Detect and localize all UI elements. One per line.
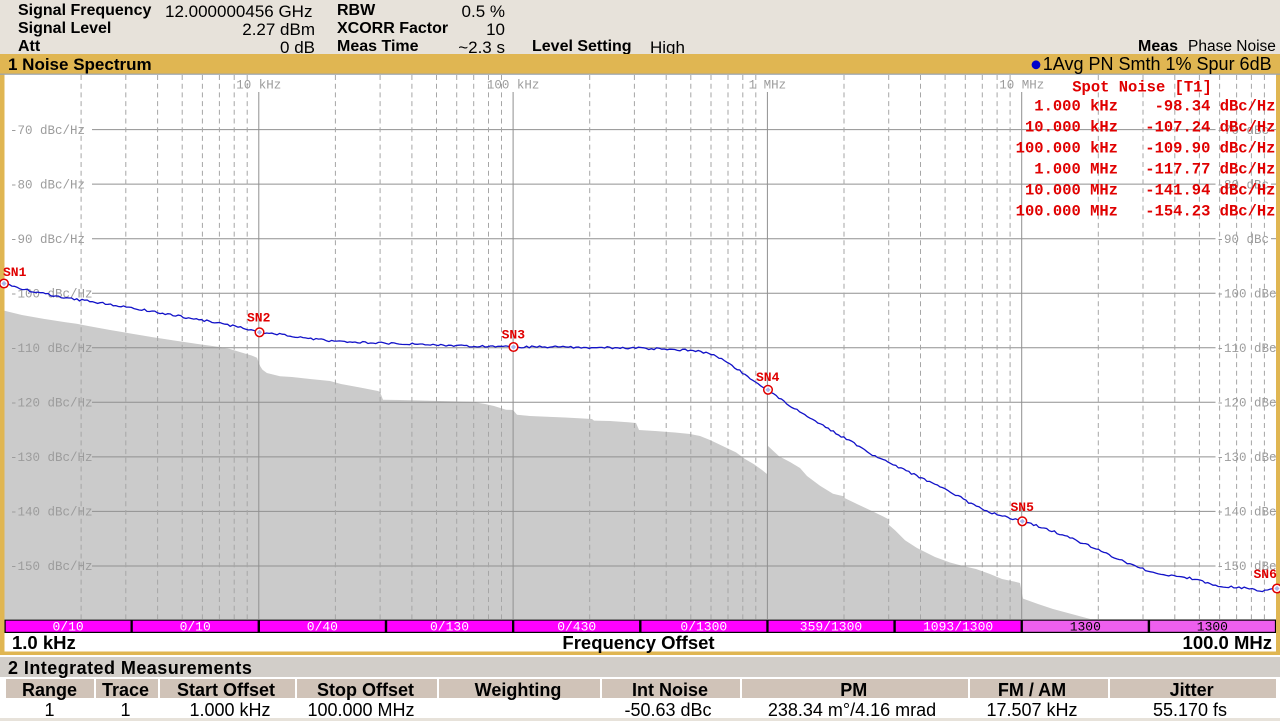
svg-text:-70 dBc/Hz: -70 dBc/Hz xyxy=(10,124,85,138)
svg-text:-80 dBc: -80 dBc xyxy=(1217,178,1270,192)
svg-text:-140 dBc: -140 dBc xyxy=(1217,506,1277,520)
svg-text:-117.77 dBc/Hz: -117.77 dBc/Hz xyxy=(1145,161,1275,179)
svg-text:0/1300: 0/1300 xyxy=(680,620,727,635)
svg-text:1 MHz: 1 MHz xyxy=(749,79,787,93)
svg-text:-70 dBc: -70 dBc xyxy=(1217,124,1270,138)
svg-text:-110 dBc/Hz: -110 dBc/Hz xyxy=(10,342,93,356)
svg-text:10.000 MHz: 10.000 MHz xyxy=(1025,182,1118,200)
svg-text:1300: 1300 xyxy=(1197,620,1228,635)
svg-text:-109.90 dBc/Hz: -109.90 dBc/Hz xyxy=(1145,140,1275,158)
svg-text:10 MHz: 10 MHz xyxy=(999,79,1044,93)
svg-text:-150 dBc/Hz: -150 dBc/Hz xyxy=(10,560,93,574)
svg-text:0/10: 0/10 xyxy=(52,620,83,635)
svg-text:SN2: SN2 xyxy=(247,311,271,326)
svg-text:-130 dBc/Hz: -130 dBc/Hz xyxy=(10,451,93,465)
svg-text:0/40: 0/40 xyxy=(307,620,338,635)
svg-text:-141.94 dBc/Hz: -141.94 dBc/Hz xyxy=(1145,182,1275,200)
svg-text:-130 dBc: -130 dBc xyxy=(1217,451,1277,465)
svg-text:-110 dBc: -110 dBc xyxy=(1217,342,1277,356)
svg-text:100 kHz: 100 kHz xyxy=(487,79,540,93)
svg-text:10 kHz: 10 kHz xyxy=(236,79,281,93)
svg-text:-154.23 dBc/Hz: -154.23 dBc/Hz xyxy=(1145,203,1275,221)
svg-text:-120 dBc/Hz: -120 dBc/Hz xyxy=(10,397,93,411)
svg-text:10.000 kHz: 10.000 kHz xyxy=(1025,119,1118,137)
svg-text:359/1300: 359/1300 xyxy=(800,620,862,635)
svg-text:SN3: SN3 xyxy=(502,328,526,343)
svg-text:100.0 MHz: 100.0 MHz xyxy=(1183,632,1272,653)
svg-text:1300: 1300 xyxy=(1070,620,1101,635)
svg-text:1.000 kHz: 1.000 kHz xyxy=(1034,98,1118,116)
svg-text:1Avg PN Smth 1% Spur 6dB: 1Avg PN Smth 1% Spur 6dB xyxy=(1043,54,1272,74)
svg-text:SN5: SN5 xyxy=(1011,500,1035,515)
svg-text:-98.34 dBc/Hz: -98.34 dBc/Hz xyxy=(1155,98,1276,116)
svg-text:-140 dBc/Hz: -140 dBc/Hz xyxy=(10,506,93,520)
svg-text:SN4: SN4 xyxy=(756,370,780,385)
svg-text:-90 dBc: -90 dBc xyxy=(1217,233,1270,247)
svg-text:Frequency Offset: Frequency Offset xyxy=(562,632,714,653)
svg-text:0/430: 0/430 xyxy=(557,620,596,635)
svg-text:-120 dBc: -120 dBc xyxy=(1217,397,1277,411)
svg-text:1093/1300: 1093/1300 xyxy=(923,620,993,635)
svg-text:SN1: SN1 xyxy=(3,265,27,280)
svg-text:-90 dBc/Hz: -90 dBc/Hz xyxy=(10,233,85,247)
svg-text:1 Noise Spectrum: 1 Noise Spectrum xyxy=(8,55,152,74)
svg-text:-80 dBc/Hz: -80 dBc/Hz xyxy=(10,178,85,192)
svg-text:-100 dBc: -100 dBc xyxy=(1217,288,1277,302)
svg-text:-107.24 dBc/Hz: -107.24 dBc/Hz xyxy=(1145,119,1275,137)
svg-text:100.000 MHz: 100.000 MHz xyxy=(1016,203,1118,221)
svg-text:-150 dBc: -150 dBc xyxy=(1217,560,1277,574)
svg-text:1.0 kHz: 1.0 kHz xyxy=(12,632,76,653)
svg-text:SN6: SN6 xyxy=(1254,567,1278,582)
svg-text:Spot Noise [T1]: Spot Noise [T1] xyxy=(1072,79,1212,97)
svg-text:1.000 MHz: 1.000 MHz xyxy=(1034,161,1118,179)
svg-text:100.000 kHz: 100.000 kHz xyxy=(1016,140,1118,158)
svg-text:0/10: 0/10 xyxy=(180,620,211,635)
svg-text:0/130: 0/130 xyxy=(430,620,469,635)
